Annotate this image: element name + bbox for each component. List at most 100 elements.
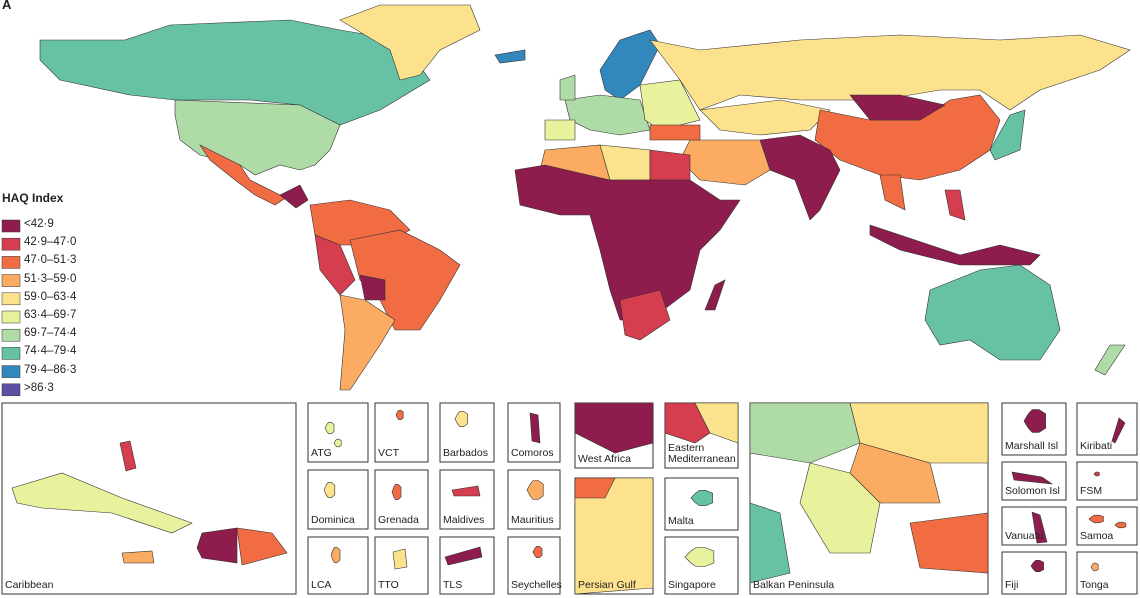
region <box>849 442 941 504</box>
region <box>989 109 1026 161</box>
region <box>679 139 771 186</box>
region <box>1093 471 1100 477</box>
region <box>544 119 576 141</box>
inset-frame <box>307 469 369 530</box>
legend-swatch <box>1 219 21 233</box>
region <box>514 164 741 321</box>
legend-swatch <box>1 365 21 378</box>
region <box>330 547 341 563</box>
inset-frame <box>1076 551 1138 595</box>
region <box>749 502 791 584</box>
inset-label: Maldives <box>443 514 485 526</box>
legend-label: 42·9–47·0 <box>24 236 77 249</box>
region <box>196 527 238 564</box>
region <box>879 174 906 211</box>
region <box>649 124 701 141</box>
region <box>11 472 193 534</box>
region <box>699 99 831 136</box>
region <box>849 402 989 464</box>
inset-label: West Africa <box>578 453 631 465</box>
region <box>684 547 715 567</box>
inset-frame <box>507 536 561 595</box>
inset-label: FSM <box>1080 485 1103 497</box>
region <box>564 94 651 136</box>
inset-label: Mauritius <box>511 514 554 526</box>
legend-swatch <box>1 256 21 269</box>
inset-frame <box>1076 461 1138 501</box>
inset-label: Vanuatu <box>1005 530 1044 542</box>
legend-swatch <box>1 328 21 342</box>
inset-label: Kiribati <box>1080 440 1113 452</box>
inset-label: Eastern Mediterranean <box>668 442 736 465</box>
region <box>1111 417 1126 444</box>
region <box>314 234 356 296</box>
inset-label: Marshall Isl <box>1005 440 1059 452</box>
region <box>1011 471 1054 485</box>
region <box>339 4 481 81</box>
region <box>1090 562 1099 572</box>
region <box>924 264 1061 361</box>
inset-label: Barbados <box>443 447 488 459</box>
inset-frame <box>1076 402 1138 456</box>
inset-frame <box>1076 506 1138 546</box>
inset-label: Tonga <box>1080 579 1109 591</box>
legend-swatch <box>1 274 21 287</box>
inset-frame <box>374 469 429 530</box>
legend-swatch <box>1 347 21 360</box>
inset-label: Balkan Peninsula <box>753 579 835 591</box>
inset-label: LCA <box>311 579 332 591</box>
legend-label: 79·4–86·3 <box>24 363 77 376</box>
region <box>1031 511 1048 544</box>
legend <box>1 219 21 397</box>
region <box>444 546 483 566</box>
region <box>649 149 691 181</box>
inset-label: Caribbean <box>5 579 54 591</box>
legend-label: 47·0–51·3 <box>24 254 77 267</box>
region <box>574 477 616 499</box>
legend-label: 63·4–69·7 <box>24 309 77 321</box>
legend-label: <42·9 <box>24 218 54 230</box>
region <box>694 402 739 444</box>
region <box>1114 521 1127 529</box>
legend-label: 74·4–79·4 <box>24 345 77 358</box>
inset-label: Seychelles <box>511 579 562 591</box>
region <box>1023 409 1047 433</box>
insets <box>1 402 1138 595</box>
region <box>559 74 576 101</box>
inset-frame <box>439 469 495 530</box>
region <box>749 402 861 464</box>
inset-label: VCT <box>378 447 399 459</box>
panel-label: A <box>2 0 12 12</box>
region <box>339 294 396 391</box>
region <box>799 462 881 554</box>
region <box>333 438 342 448</box>
region <box>451 485 481 497</box>
region <box>1088 514 1104 524</box>
region <box>1030 559 1044 573</box>
inset-frame <box>507 469 561 530</box>
region <box>39 19 431 126</box>
region <box>391 484 402 500</box>
region <box>619 289 671 341</box>
region <box>574 477 654 595</box>
region <box>323 482 336 498</box>
inset-label: Samoa <box>1080 530 1114 542</box>
inset-frame <box>307 402 369 463</box>
legend-swatch <box>1 237 21 251</box>
region <box>909 512 989 574</box>
inset-label: Grenada <box>378 514 419 526</box>
region <box>849 94 946 121</box>
region <box>279 184 309 209</box>
inset-label: ATG <box>311 447 332 459</box>
world-map <box>39 4 1131 391</box>
region <box>454 411 468 427</box>
region <box>392 548 408 570</box>
inset-frame <box>439 536 495 595</box>
region <box>690 490 714 506</box>
region <box>704 279 726 311</box>
inset-label: Malta <box>668 515 694 527</box>
legend-label: 59·0–63·4 <box>24 290 77 303</box>
region <box>1094 344 1126 376</box>
